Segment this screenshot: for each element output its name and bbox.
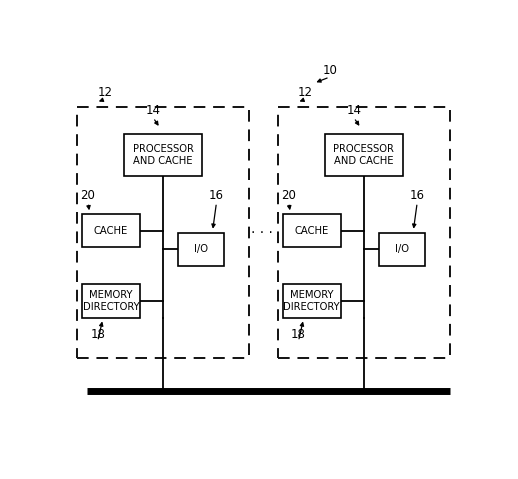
Bar [325,134,403,176]
Text: I/O: I/O [395,244,409,254]
Text: 14: 14 [347,104,361,117]
Text: 12: 12 [298,86,313,99]
Text: PROCESSOR
AND CACHE: PROCESSOR AND CACHE [133,145,194,166]
Text: CACHE: CACHE [94,226,128,236]
Text: PROCESSOR
AND CACHE: PROCESSOR AND CACHE [334,145,394,166]
Text: CACHE: CACHE [295,226,329,236]
Text: 14: 14 [146,104,161,117]
Text: 20: 20 [281,189,296,202]
Text: 18: 18 [90,328,105,342]
Bar [379,233,425,266]
Bar [82,214,140,248]
Text: MEMORY
DIRECTORY: MEMORY DIRECTORY [82,290,139,312]
Text: . . .: . . . [251,222,272,236]
Text: 18: 18 [291,328,306,342]
Bar [178,233,224,266]
Text: MEMORY
DIRECTORY: MEMORY DIRECTORY [283,290,340,312]
Bar [278,107,450,358]
Text: 12: 12 [97,86,112,99]
Text: I/O: I/O [194,244,208,254]
Text: 10: 10 [322,64,337,77]
Bar [124,134,202,176]
Text: 16: 16 [410,189,425,202]
Bar [77,107,250,358]
Text: 16: 16 [209,189,224,202]
Text: 20: 20 [81,189,95,202]
Bar [282,214,341,248]
Bar [282,285,341,318]
Bar [82,285,140,318]
